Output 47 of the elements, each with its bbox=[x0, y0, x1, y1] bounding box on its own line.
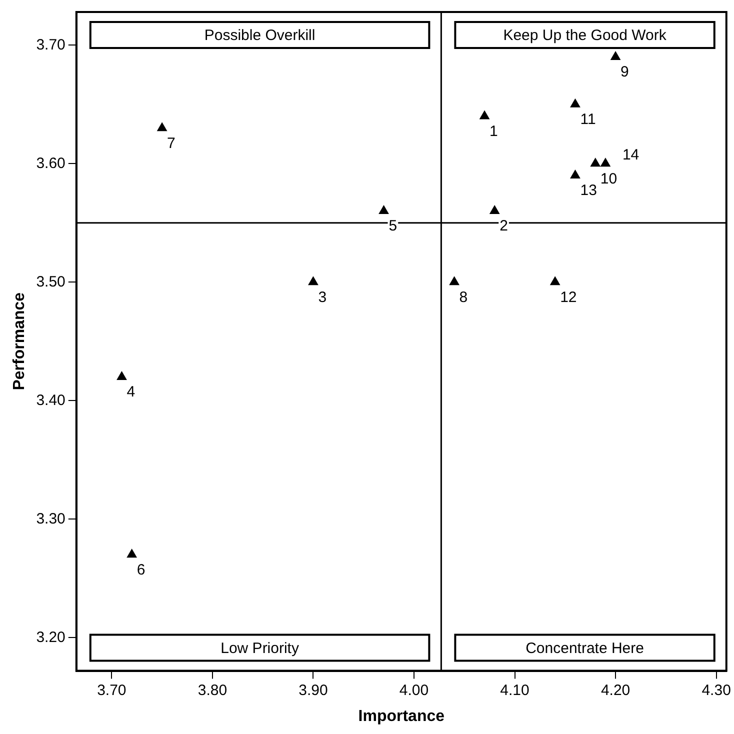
point bbox=[610, 51, 621, 60]
annotation: 11 bbox=[580, 111, 596, 128]
point bbox=[600, 158, 611, 167]
point bbox=[126, 548, 138, 558]
y-tick-label: 3.50 bbox=[36, 273, 66, 290]
x-tick-label: 3.70 bbox=[97, 682, 126, 699]
y-tick-label: 3.20 bbox=[36, 628, 66, 646]
annotation: 2 bbox=[500, 218, 508, 235]
point bbox=[116, 370, 127, 380]
annotation: 3 bbox=[318, 288, 327, 306]
y-tick-label: 3.30 bbox=[36, 510, 66, 528]
annotation: Keep Up the Good Work bbox=[503, 27, 667, 44]
point bbox=[570, 170, 580, 179]
annotation: 5 bbox=[388, 218, 398, 235]
point bbox=[156, 122, 168, 132]
point bbox=[570, 98, 580, 108]
annotation: Possible Overkill bbox=[204, 27, 316, 44]
annotation: 9 bbox=[620, 64, 629, 81]
annotation: 14 bbox=[622, 146, 640, 164]
annotation: 1 bbox=[490, 122, 498, 140]
x-tick-label: 3.80 bbox=[198, 682, 228, 699]
point bbox=[479, 110, 490, 120]
annotation: 10 bbox=[600, 170, 618, 188]
y-tick-label: 3.70 bbox=[36, 36, 66, 54]
annotation: Low Priority bbox=[220, 640, 300, 657]
point bbox=[489, 205, 500, 214]
annotation: 12 bbox=[560, 288, 577, 306]
point bbox=[378, 205, 389, 214]
annotation: 13 bbox=[580, 182, 597, 200]
annotation: 6 bbox=[136, 561, 146, 578]
point bbox=[590, 158, 601, 167]
point bbox=[449, 276, 460, 286]
annotation: 8 bbox=[459, 288, 468, 306]
x-tick-label: 4.00 bbox=[399, 682, 429, 699]
y-axis-title: Performance bbox=[11, 292, 28, 390]
x-tick-label: 4.10 bbox=[500, 682, 530, 699]
x-tick-label: 4.30 bbox=[702, 682, 731, 699]
annotation: Concentrate Here bbox=[526, 640, 644, 657]
point bbox=[550, 276, 560, 286]
x-tick-label: 3.90 bbox=[298, 682, 328, 699]
point bbox=[308, 276, 318, 286]
y-tick-label: 3.40 bbox=[36, 392, 66, 409]
annotation: 7 bbox=[167, 134, 176, 152]
y-tick-label: 3.60 bbox=[36, 154, 66, 172]
x-axis-title: Importance bbox=[358, 708, 445, 725]
x-tick-label: 4.20 bbox=[600, 682, 630, 699]
annotation: 4 bbox=[126, 384, 136, 401]
